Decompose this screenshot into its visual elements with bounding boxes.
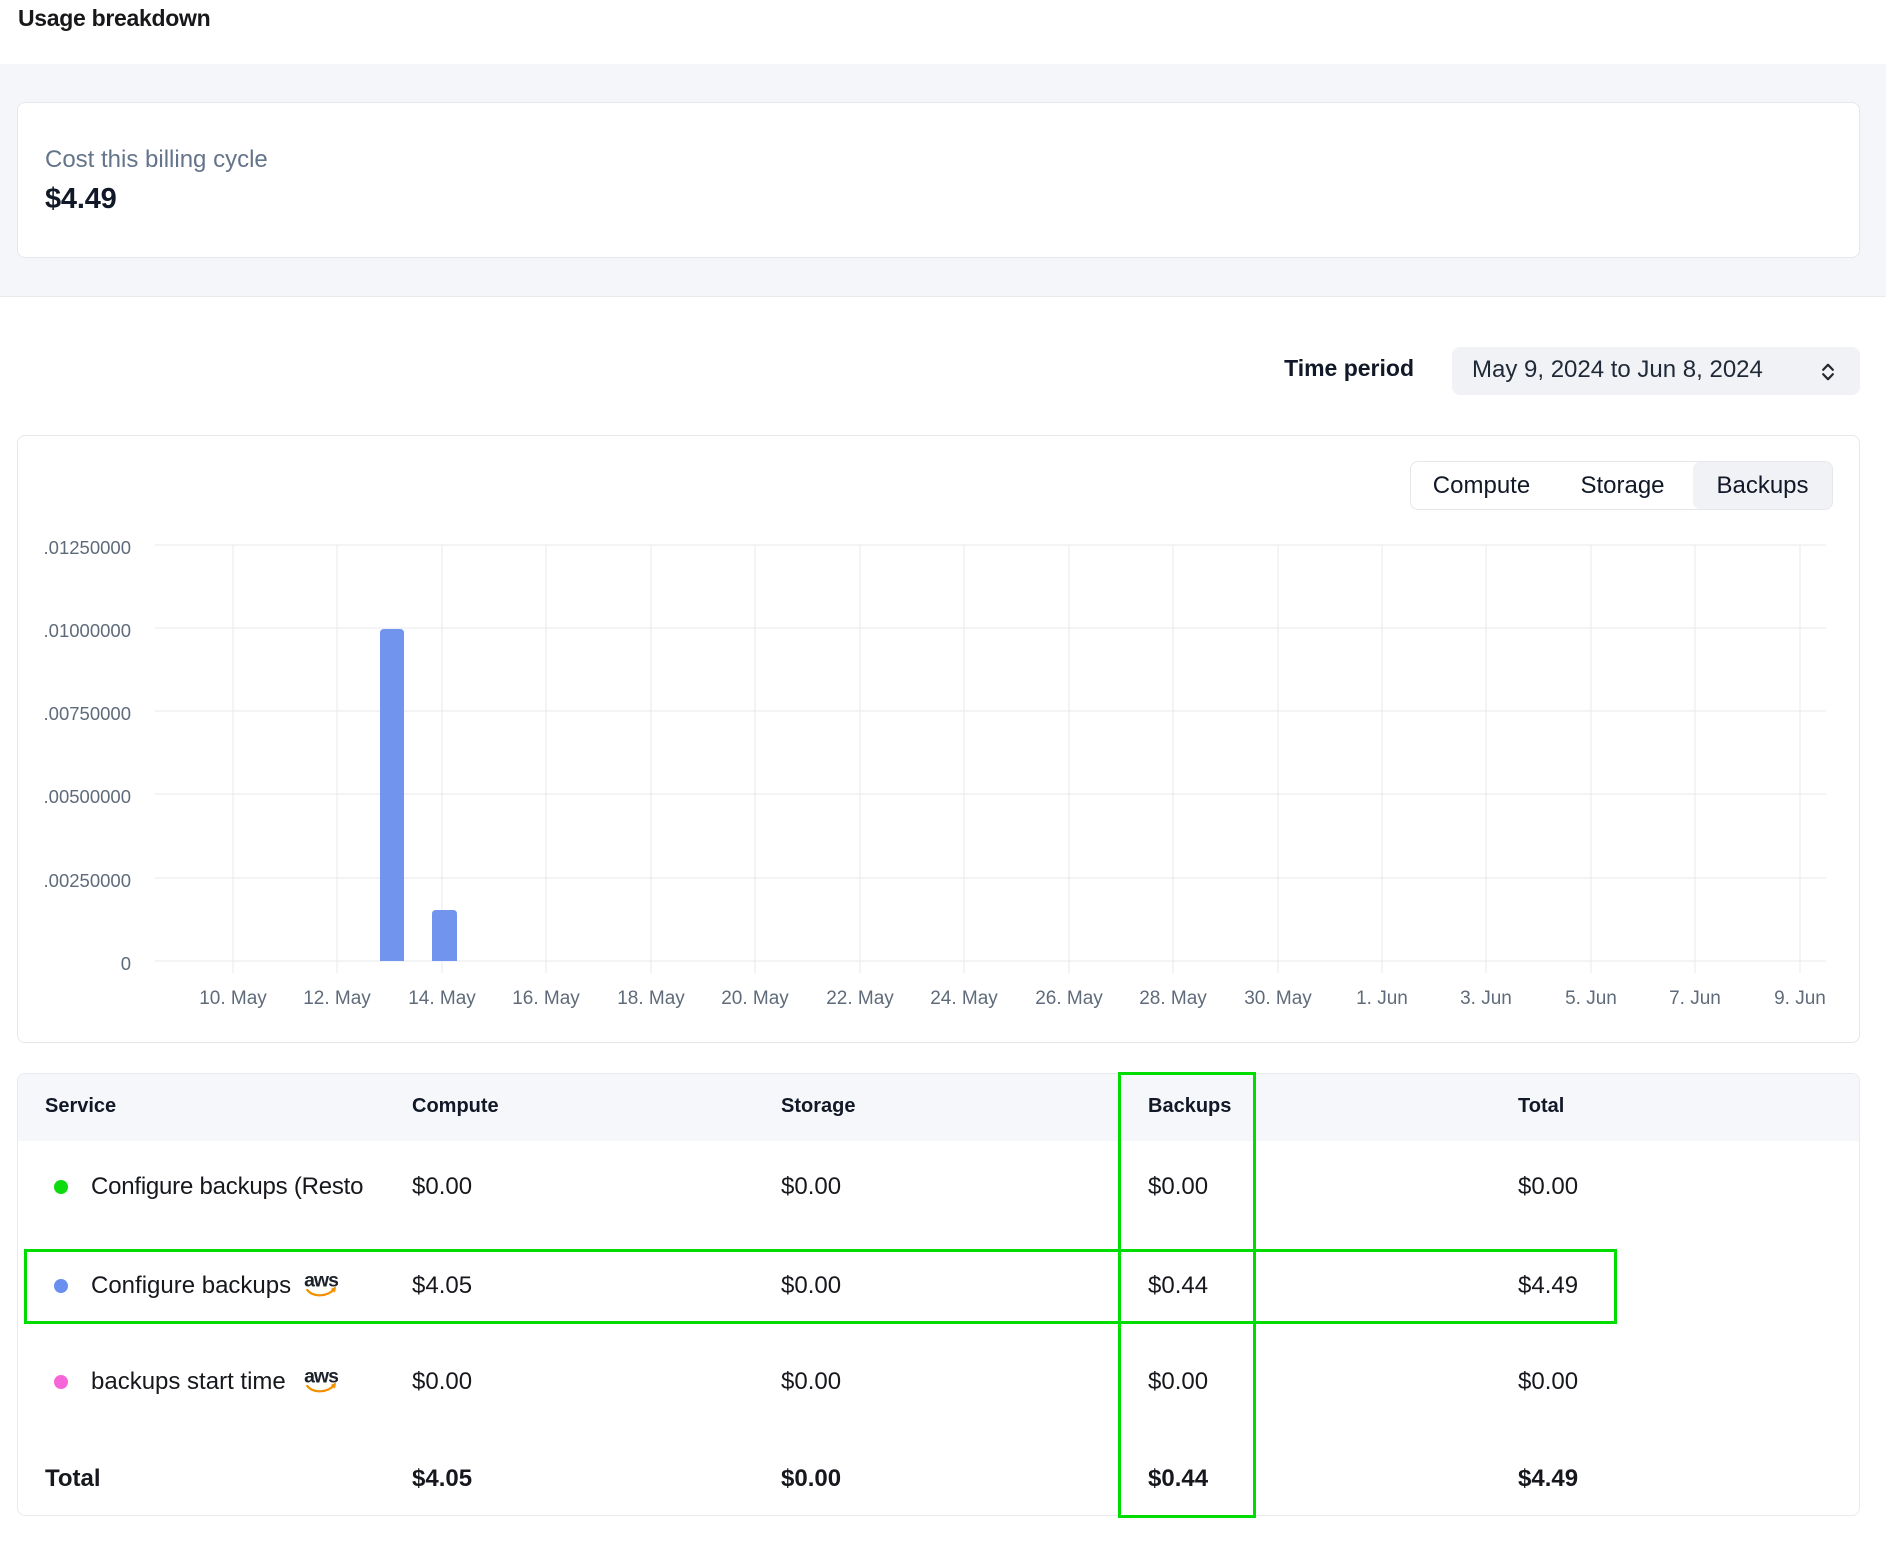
svg-text:20. May: 20. May <box>721 988 789 1009</box>
svg-text:12. May: 12. May <box>303 988 371 1009</box>
svg-text:28. May: 28. May <box>1139 988 1207 1009</box>
svg-text:24. May: 24. May <box>930 988 998 1009</box>
svg-text:0: 0 <box>121 953 131 974</box>
svg-text:10. May: 10. May <box>199 988 267 1009</box>
svg-text:1. Jun: 1. Jun <box>1356 988 1408 1009</box>
svg-text:.00500000: .00500000 <box>44 786 131 807</box>
svg-text:3. Jun: 3. Jun <box>1460 988 1512 1009</box>
svg-text:26. May: 26. May <box>1035 988 1103 1009</box>
svg-text:9. Jun: 9. Jun <box>1774 988 1826 1009</box>
svg-text:5. Jun: 5. Jun <box>1565 988 1617 1009</box>
svg-text:7. Jun: 7. Jun <box>1669 988 1721 1009</box>
svg-text:.01250000: .01250000 <box>44 537 131 558</box>
svg-text:.00250000: .00250000 <box>44 870 131 891</box>
svg-text:30. May: 30. May <box>1244 988 1312 1009</box>
svg-text:.01000000: .01000000 <box>44 620 131 641</box>
svg-text:18. May: 18. May <box>617 988 685 1009</box>
svg-text:14. May: 14. May <box>408 988 476 1009</box>
svg-text:16. May: 16. May <box>512 988 580 1009</box>
svg-text:aws: aws <box>304 1367 338 1388</box>
svg-text:.00750000: .00750000 <box>44 703 131 724</box>
svg-text:aws: aws <box>304 1271 338 1292</box>
svg-text:22. May: 22. May <box>826 988 894 1009</box>
